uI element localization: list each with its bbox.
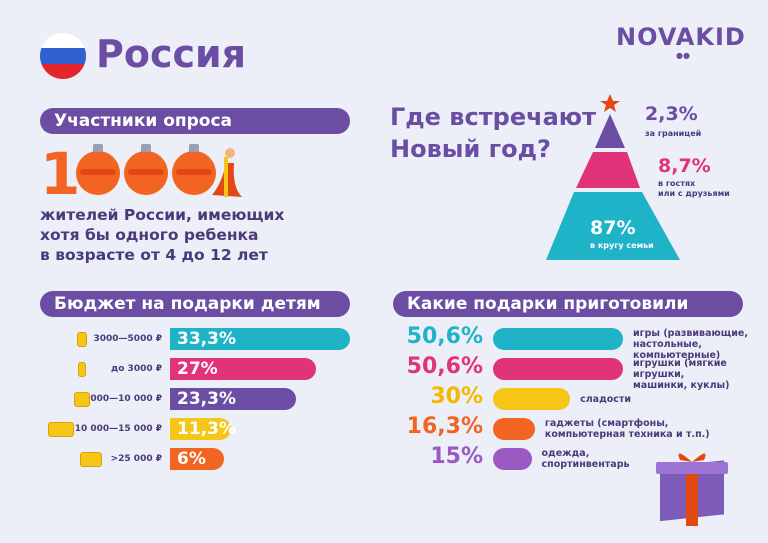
gift-value-label: 30%: [430, 384, 483, 409]
gift-category-line: настольные, компьютерные): [633, 339, 721, 361]
budget-bar: 11,3%: [170, 418, 236, 440]
digit-one: 1: [40, 140, 81, 208]
novakid-logo: NOVAKID: [616, 23, 746, 51]
flag-stripe-red: [40, 63, 86, 79]
description-line: жителей России, имеющих: [40, 206, 285, 224]
budget-bar-chart: 3000—5000 ₽ 33,3% до 3000 ₽ 27% 5000—10 000 …: [40, 326, 360, 486]
pyramid-tier-3: [546, 192, 680, 260]
pyramid-value-label: 87%: [590, 217, 635, 239]
coin-stack-icon: [77, 332, 87, 347]
star-icon: [600, 94, 620, 112]
coin-stack-icon: [48, 422, 74, 437]
flag-stripe-white: [40, 33, 86, 49]
budget-category-label: 3000—5000 ₽: [93, 334, 163, 344]
gift-category-line: гаджеты (смартфоны,: [544, 418, 669, 429]
gifts-header: Какие подарки приготовили: [393, 291, 743, 317]
budget-bar: 27%: [170, 358, 316, 380]
gift-value-label: 16,3%: [406, 414, 483, 439]
flag-stripe-blue: [40, 48, 86, 64]
logo-dots-icon: ●●: [676, 51, 690, 60]
description-line: хотя бы одного ребенка: [40, 226, 259, 244]
gift-category-line: одежда,: [541, 448, 590, 459]
budget-category-label: 10 000—15 000 ₽: [74, 424, 162, 434]
gift-category-label: одежда, спортинвентарь: [542, 448, 630, 470]
budget-bar: 23,3%: [170, 388, 296, 410]
participants-header: Участники опроса: [40, 108, 350, 134]
ornament-ball-icon: [124, 144, 168, 195]
budget-category-label: до 3000 ₽: [110, 364, 162, 374]
question-line: Где встречают: [390, 103, 597, 131]
budget-category-label: 5000—10 000 ₽: [84, 394, 162, 404]
gift-bar: [493, 448, 532, 470]
gift-category-line: сладости: [580, 394, 632, 405]
gift-category-label: игрушки (мягкие игрушки, машинки, куклы): [633, 358, 763, 391]
budget-category-label: >25 000 ₽: [110, 454, 162, 464]
new-year-question: Где встречают Новый год?: [390, 101, 596, 165]
gift-bar: [493, 418, 535, 440]
gift-value-label: 50,6%: [406, 354, 483, 379]
gift-category-label: сладости: [580, 394, 631, 405]
coin-stack-icon: [80, 452, 102, 467]
pyramid-category-label: за границей: [645, 129, 701, 138]
gift-bar: [493, 388, 571, 410]
budget-bar: 6%: [170, 448, 224, 470]
country-title: Россия: [96, 32, 247, 76]
ornament-ball-icon: [172, 144, 216, 195]
gift-category-label: игры (развивающие, настольные, компьютерн…: [633, 328, 763, 361]
pyramid-tier-1: [595, 114, 625, 148]
gift-category-line: игрушки (мягкие игрушки,: [633, 358, 727, 380]
pyramid-category-label: или с друзьями: [658, 189, 730, 198]
description-line: в возрасте от 4 до 12 лет: [40, 246, 268, 264]
coin-stack-icon: [78, 362, 86, 377]
gift-category-line: спортинвентарь: [541, 459, 630, 470]
coin-stack-icon: [74, 392, 90, 407]
pyramid-category-label: в кругу семьи: [590, 241, 654, 250]
gift-bar: [493, 358, 623, 380]
pyramid-value-label: 8,7%: [658, 155, 711, 177]
russia-flag-icon: [40, 33, 86, 79]
budget-header: Бюджет на подарки детям: [40, 291, 350, 317]
participants-description: жителей России, имеющих хотя бы одного р…: [40, 205, 330, 265]
pyramid-value-label: 2,3%: [645, 103, 698, 125]
gift-category-label: гаджеты (смартфоны, компьютерная техника …: [545, 418, 710, 440]
budget-bar: 33,3%: [170, 328, 350, 350]
gift-category-line: игры (развивающие,: [633, 328, 748, 339]
ornament-ball-icon: [76, 144, 120, 195]
pyramid-tier-2: [576, 152, 640, 188]
gift-value-label: 15%: [430, 444, 483, 469]
pyramid-category-label: в гостях: [658, 179, 696, 188]
slide-icon: [212, 148, 242, 197]
participants-count-graphic: 1: [40, 140, 242, 208]
gift-category-line: машинки, куклы): [633, 380, 730, 391]
gift-bar: [493, 328, 623, 350]
gift-category-line: компьютерная техника и т.п.): [544, 429, 710, 440]
question-line: Новый год?: [390, 135, 551, 163]
gift-box-icon: [656, 453, 728, 526]
gift-value-label: 50,6%: [406, 324, 483, 349]
gifts-bar-chart: 50,6% игры (развивающие, настольные, компь…: [393, 324, 763, 486]
